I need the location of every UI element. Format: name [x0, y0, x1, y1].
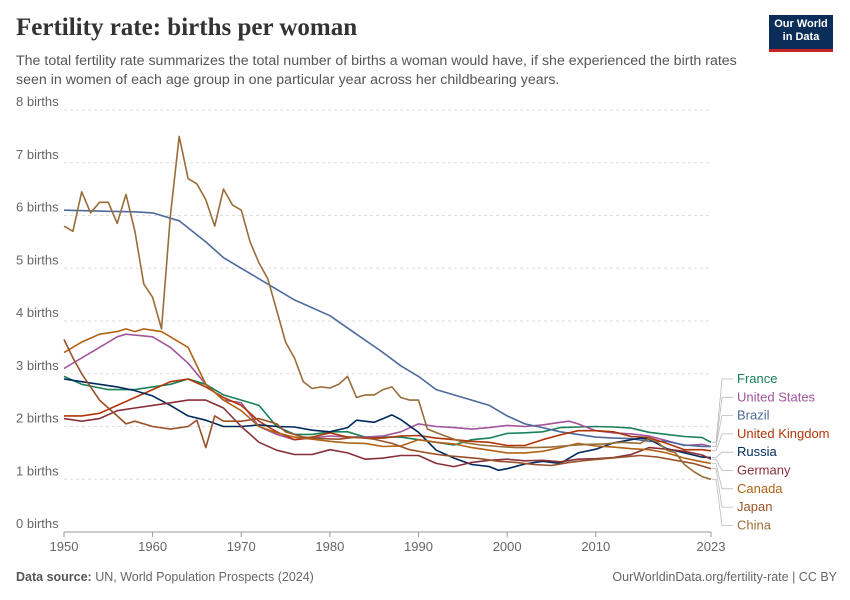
page-subtitle: The total fertility rate summarizes the … [16, 53, 737, 88]
legend-connector-brazil [712, 415, 733, 447]
x-tick-label: 2000 [493, 539, 522, 554]
x-tick-label: 2023 [697, 539, 726, 554]
legend-connector-canada [712, 463, 733, 490]
legend-connector-japan [712, 468, 733, 508]
data-source: Data source: UN, World Population Prospe… [16, 570, 314, 584]
legend-label-france: France [737, 371, 777, 386]
legend-connector-germany [712, 458, 733, 471]
series-lines [63, 135, 712, 481]
y-tick-label: 7 births [16, 147, 59, 162]
source-text: UN, World Population Prospects (2024) [95, 570, 314, 584]
legend-label-germany: Germany [737, 463, 791, 478]
page-title: Fertility rate: births per woman [16, 14, 358, 41]
legend-connector-united-states [712, 396, 733, 447]
legend-connector-united-kingdom [712, 433, 733, 452]
logo-line-2: in Data [782, 31, 820, 43]
grid [64, 109, 711, 533]
series-line-canada [63, 328, 712, 465]
source-url[interactable]: OurWorldinData.org/fertility-rate | CC B… [612, 570, 837, 584]
y-tick-label: 1 births [16, 463, 59, 478]
legend: France United States Brazil United Kingdom R… [712, 371, 830, 532]
series-line-china [63, 135, 712, 481]
legend-connector-france [712, 378, 733, 443]
logo-line-1: Our World [774, 18, 828, 30]
legend-label-japan: Japan [737, 499, 772, 514]
y-tick-label: 6 births [16, 200, 59, 215]
legend-label-brazil: Brazil [737, 408, 770, 423]
series-line-russia [63, 378, 712, 472]
series-line-brazil [63, 209, 711, 448]
series-line-japan [63, 339, 712, 470]
legend-connector-china [712, 478, 733, 526]
legend-label-china: China [737, 517, 772, 532]
y-tick-label: 5 births [16, 252, 59, 267]
x-tick-label: 1970 [227, 539, 256, 554]
x-tick-label: 1960 [138, 539, 167, 554]
legend-label-russia: Russia [737, 444, 778, 459]
legend-label-united-kingdom: United Kingdom [737, 426, 830, 441]
axes: 0 births 1 births 2 births 3 births 4 births… [16, 94, 725, 554]
owid-logo[interactable]: Our World in Data [769, 15, 833, 52]
y-tick-label: 8 births [16, 94, 59, 109]
series-line-united-states [63, 333, 712, 448]
legend-connector-russia [712, 451, 733, 458]
y-tick-label: 0 births [16, 516, 59, 531]
x-tick-label: 1980 [315, 539, 344, 554]
x-tick-label: 1950 [50, 539, 79, 554]
y-tick-label: 3 births [16, 358, 59, 373]
legend-label-united-states: United States [737, 389, 816, 404]
series-line-united-kingdom [64, 378, 712, 452]
legend-label-canada: Canada [737, 481, 783, 496]
source-label: Data source: [16, 570, 92, 584]
x-tick-label: 2010 [581, 539, 610, 554]
y-tick-label: 2 births [16, 411, 59, 426]
y-tick-label: 4 births [16, 305, 59, 320]
x-tick-label: 1990 [404, 539, 433, 554]
